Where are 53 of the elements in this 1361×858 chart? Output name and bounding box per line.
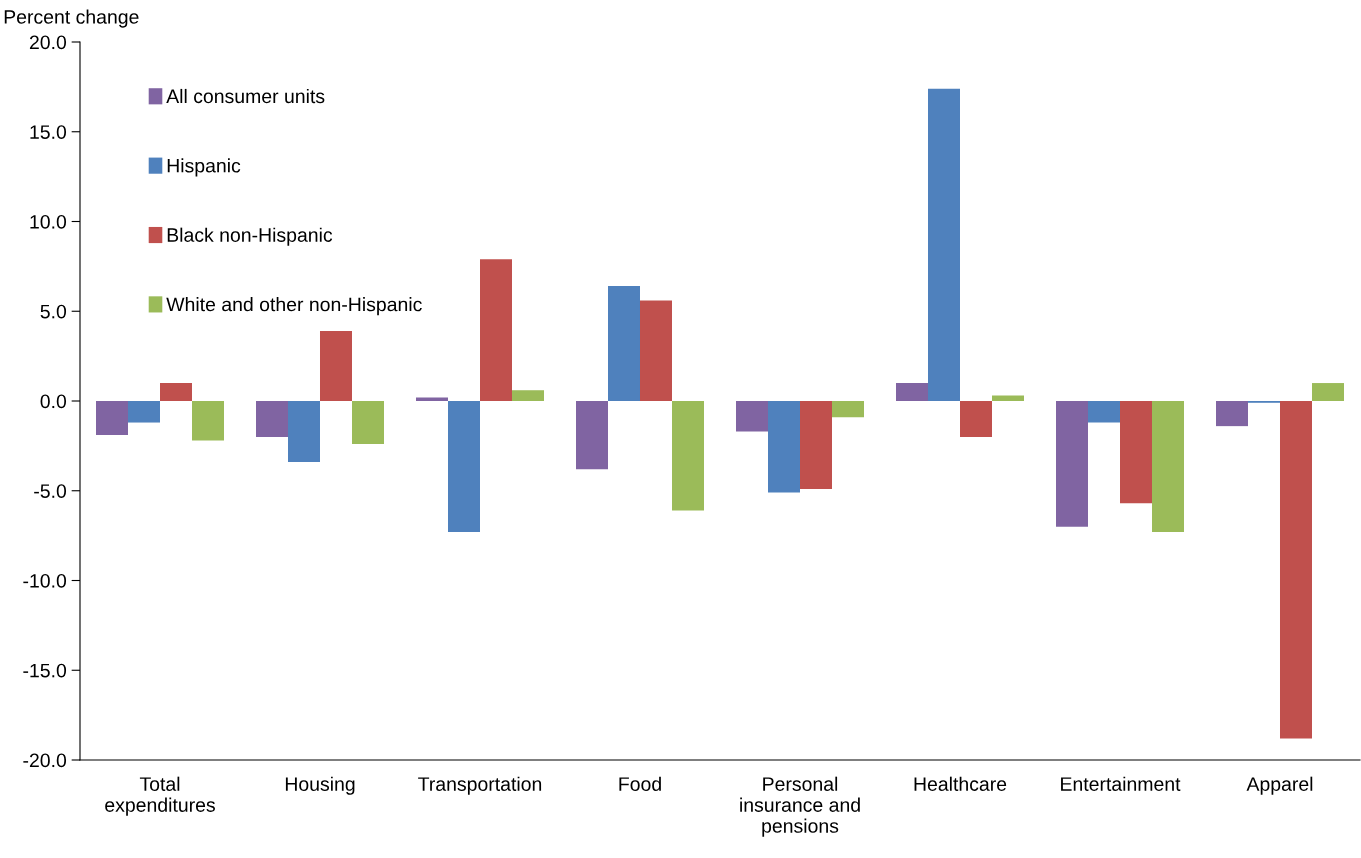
y-axis-title: Percent change bbox=[4, 9, 139, 28]
bar bbox=[608, 286, 640, 401]
bar bbox=[800, 401, 832, 489]
bar bbox=[768, 401, 800, 493]
bar bbox=[288, 401, 320, 463]
bar bbox=[128, 401, 160, 423]
y-tick-label: -10.0 bbox=[23, 573, 67, 588]
legend-label: Hispanic bbox=[167, 158, 241, 177]
bar bbox=[416, 397, 448, 401]
bar bbox=[256, 401, 288, 437]
bar bbox=[352, 401, 384, 445]
bar bbox=[160, 383, 192, 401]
bar bbox=[96, 401, 128, 436]
y-tick-label: 20.0 bbox=[29, 35, 67, 50]
bar bbox=[1120, 401, 1152, 504]
bar bbox=[928, 88, 960, 401]
legend-label: All consumer units bbox=[166, 88, 325, 104]
x-tick-label: Food bbox=[619, 776, 661, 791]
x-tick-label: Apparel bbox=[1246, 776, 1313, 795]
bar bbox=[1088, 401, 1120, 423]
y-tick-label: -5.0 bbox=[34, 484, 67, 498]
bar bbox=[992, 395, 1024, 401]
bar bbox=[672, 401, 704, 511]
bar bbox=[1216, 401, 1248, 427]
bar bbox=[736, 401, 768, 432]
bar bbox=[960, 401, 992, 437]
bar bbox=[1280, 401, 1312, 739]
y-tick-label: 0.0 bbox=[40, 394, 67, 409]
x-tick-label: Personal insurance and pensions bbox=[740, 776, 860, 837]
bar bbox=[480, 259, 512, 401]
y-tick-label: -20.0 bbox=[23, 753, 67, 768]
legend-label: White and other non-Hispanic bbox=[166, 297, 422, 316]
bar bbox=[832, 401, 864, 418]
x-tick-label: Total expenditures bbox=[105, 776, 215, 816]
bar bbox=[320, 330, 352, 401]
bar bbox=[192, 401, 224, 441]
y-tick-label: 5.0 bbox=[40, 304, 67, 319]
y-tick-label: 15.0 bbox=[30, 125, 67, 139]
y-tick-label: -15.0 bbox=[23, 663, 67, 678]
bar bbox=[512, 390, 544, 401]
bar bbox=[576, 401, 608, 470]
x-tick-label: Transportation bbox=[418, 776, 542, 795]
bar bbox=[1312, 383, 1344, 401]
y-tick-label: 10.0 bbox=[30, 214, 67, 229]
x-tick-label: Housing bbox=[285, 776, 355, 795]
bar bbox=[640, 300, 672, 401]
x-tick-label: Healthcare bbox=[914, 776, 1007, 791]
bar bbox=[1152, 401, 1184, 533]
bar bbox=[896, 383, 928, 401]
legend-label: Black non-Hispanic bbox=[167, 227, 333, 246]
bar bbox=[1056, 401, 1088, 527]
bar bbox=[448, 401, 480, 533]
x-tick-label: Entertainment bbox=[1061, 776, 1181, 791]
